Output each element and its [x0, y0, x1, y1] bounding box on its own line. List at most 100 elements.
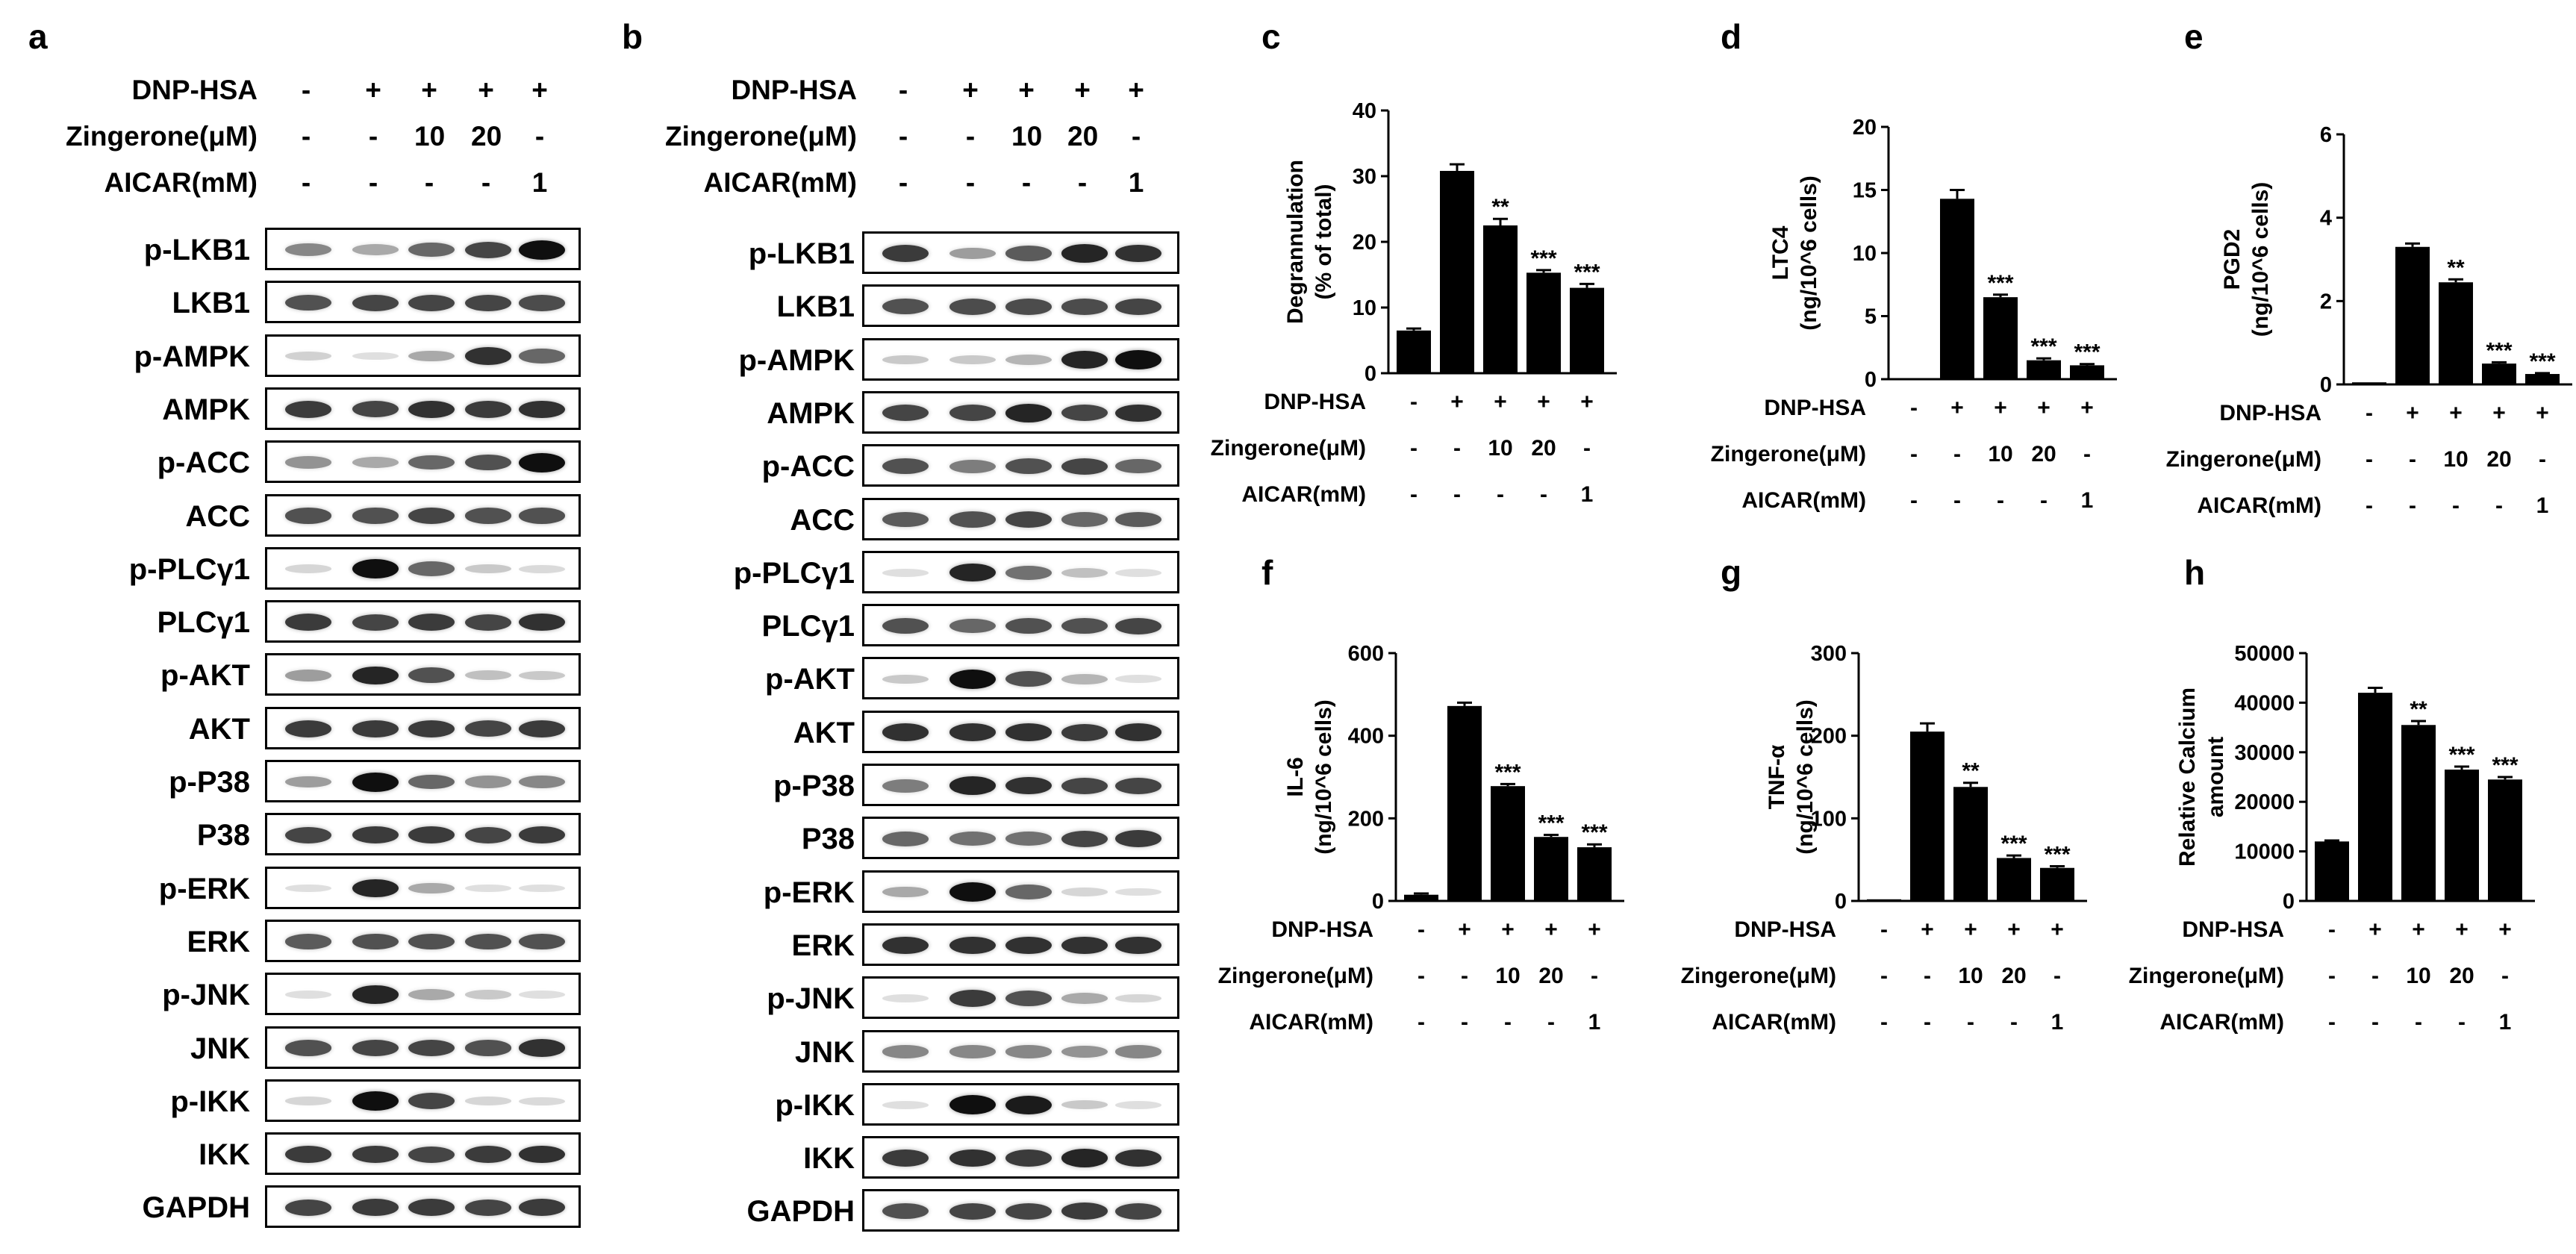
blot-band [352, 614, 399, 631]
condition-label-dnp: DNP-HSA [1734, 917, 1836, 942]
blot-band [352, 244, 399, 255]
blot-band [949, 1095, 996, 1115]
condition-value-zing: - [368, 121, 378, 152]
condition-label-dnp: DNP-HSA [2182, 917, 2284, 942]
significance-mark: *** [1494, 760, 1521, 784]
condition-value-dnp: - [898, 75, 908, 105]
blot-band [408, 294, 455, 311]
blot-band [882, 936, 929, 955]
blot-strip [265, 1079, 581, 1122]
condition-value-zing: - [534, 121, 545, 152]
bar [1404, 894, 1438, 901]
blot-band [1005, 1202, 1052, 1220]
blot-band [352, 508, 399, 524]
significance-mark: ** [2447, 255, 2465, 280]
blot-band [408, 400, 455, 419]
blot-band [1061, 458, 1108, 475]
condition-value-dnp: + [2412, 917, 2425, 942]
blot-band [882, 355, 929, 365]
condition-value-aicar: - [1540, 482, 1547, 507]
condition-value-aicar: - [1410, 482, 1418, 507]
condition-value-aicar: - [301, 167, 311, 198]
blot-band [1061, 405, 1108, 422]
blot-label: ACC [790, 503, 855, 537]
blot-label: p-AMPK [738, 343, 855, 377]
blot-band [519, 775, 565, 789]
y-tick-label: 15 [1853, 179, 1877, 203]
condition-label-dnp: DNP-HSA [131, 75, 258, 105]
blot-band [285, 884, 331, 893]
blot-band [1061, 350, 1108, 369]
bar [1577, 847, 1612, 901]
y-tick-label: 20 [1853, 116, 1877, 140]
condition-value-dnp: + [531, 75, 548, 105]
condition-value-aicar: - [1953, 488, 1961, 513]
blot-band [1115, 830, 1161, 848]
blot-band [1061, 299, 1108, 315]
blot-band [1005, 1045, 1052, 1058]
bar [1447, 705, 1482, 901]
condition-value-aicar: 1 [2499, 1010, 2512, 1035]
significance-mark: *** [1530, 246, 1556, 271]
blot-band [1005, 511, 1052, 528]
blot-label: ERK [791, 929, 855, 962]
condition-value-dnp: + [2536, 401, 2549, 425]
condition-value-zing: 10 [1011, 121, 1043, 152]
blot-label: PLCγ1 [157, 606, 251, 640]
blot-strip [862, 923, 1179, 966]
condition-value-dnp: + [2406, 401, 2419, 425]
blot-band [1115, 723, 1161, 741]
blot-band [1115, 675, 1161, 684]
condition-value-dnp: + [478, 75, 494, 105]
blot-band [949, 936, 996, 955]
condition-value-aicar: - [1453, 482, 1461, 507]
blot-band [352, 457, 399, 469]
blot-band [285, 670, 331, 681]
condition-label-aicar: AICAR(mM) [703, 167, 857, 198]
condition-value-zing: 10 [1488, 436, 1512, 461]
blot-band [1115, 244, 1161, 263]
condition-value-zing: 10 [414, 121, 446, 152]
condition-value-dnp: + [1074, 75, 1091, 105]
blot-band [882, 1150, 929, 1167]
blot-band [352, 1091, 399, 1111]
panel-label-e: e [2184, 17, 2204, 56]
condition-value-zing: 20 [2001, 964, 2026, 988]
condition-value-aicar: 1 [1581, 482, 1594, 507]
condition-value-zing: - [1953, 442, 1961, 467]
blot-band [465, 776, 511, 788]
blot-strip [265, 813, 581, 856]
blot-band [1115, 1100, 1161, 1109]
condition-value-dnp: - [301, 75, 311, 105]
panel-label-f: f [1262, 553, 1273, 592]
y-axis-label: IL-6 (ng/10^6 cells) [1283, 699, 1336, 855]
blot-band [949, 832, 996, 846]
condition-value-zing: 20 [2486, 447, 2511, 472]
bar [1940, 199, 1974, 379]
bar [1491, 786, 1525, 901]
blot-band [1061, 888, 1108, 896]
blot-band [949, 1202, 996, 1220]
blot-band [1005, 885, 1052, 899]
blot-band [519, 508, 565, 524]
blot-strip [862, 550, 1179, 593]
blot-band [882, 405, 929, 422]
blot-band [1005, 458, 1052, 475]
blot-band [285, 934, 331, 949]
condition-value-aicar: 1 [531, 167, 548, 198]
condition-value-dnp: + [365, 75, 381, 105]
blot-band [882, 511, 929, 528]
blot-label: JNK [794, 1035, 855, 1069]
blot-band [949, 618, 996, 634]
blot-band [285, 564, 331, 574]
blot-band [465, 1040, 511, 1056]
blot-band [1005, 246, 1052, 261]
blot-band [882, 299, 929, 315]
blot-band [949, 459, 996, 473]
blot-band [949, 1045, 996, 1058]
blot-strip [265, 706, 581, 749]
y-tick-label: 5 [1865, 305, 1877, 329]
blot-band [352, 879, 399, 898]
condition-value-aicar: - [2458, 1010, 2466, 1035]
